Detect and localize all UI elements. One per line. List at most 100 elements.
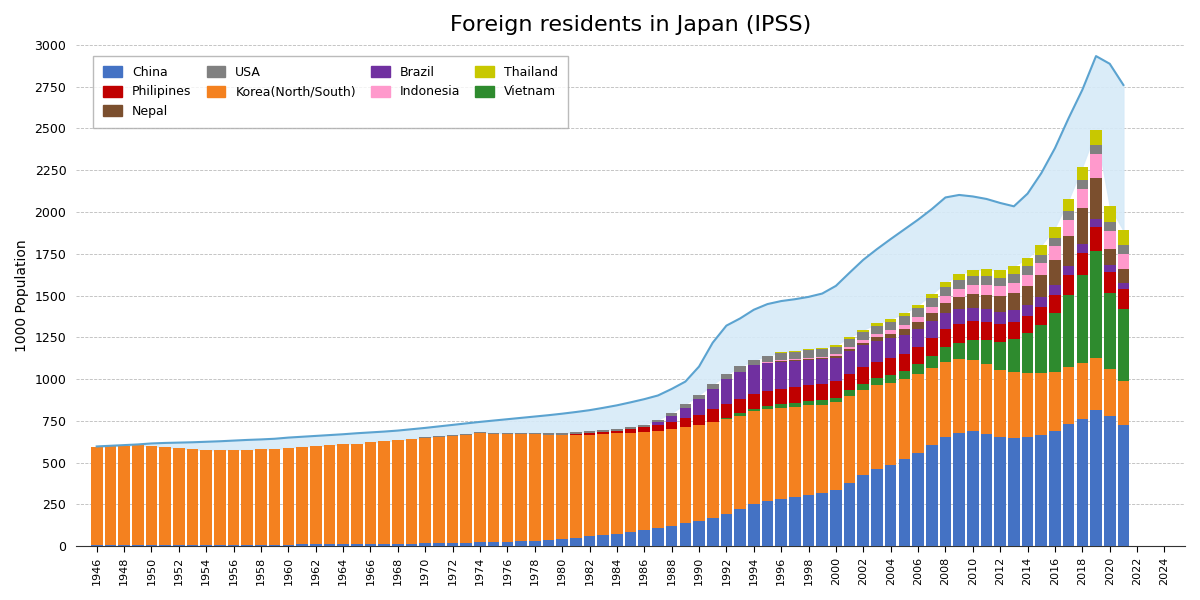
Bar	[119, 545, 130, 546]
Bar	[625, 433, 636, 532]
Bar	[282, 448, 294, 545]
Bar	[1104, 265, 1116, 272]
Bar	[160, 447, 170, 545]
Bar	[775, 362, 787, 389]
Bar	[884, 322, 896, 330]
Bar	[926, 445, 937, 546]
Bar	[638, 432, 650, 530]
Bar	[858, 343, 869, 345]
Bar	[694, 395, 704, 399]
Bar	[953, 343, 965, 359]
Bar	[570, 432, 582, 434]
Bar	[912, 308, 924, 317]
Bar	[282, 545, 294, 546]
Bar	[762, 362, 773, 363]
Bar	[1036, 297, 1048, 307]
Bar	[940, 287, 952, 296]
Legend: China, Philipines, Nepal, USA, Korea(North/South), Brazil, Indonesia, Thailand, : China, Philipines, Nepal, USA, Korea(Nor…	[94, 56, 568, 128]
Bar	[830, 381, 841, 398]
Bar	[173, 448, 185, 545]
Bar	[1117, 381, 1129, 425]
Bar	[337, 445, 349, 544]
Bar	[557, 539, 568, 546]
Bar	[953, 309, 965, 324]
Bar	[1021, 437, 1033, 546]
Bar	[679, 418, 691, 427]
Bar	[912, 452, 924, 546]
Bar	[967, 295, 979, 308]
Bar	[1104, 249, 1116, 265]
Bar	[899, 335, 910, 353]
Bar	[830, 490, 841, 546]
Bar	[734, 367, 746, 371]
Bar	[1036, 245, 1048, 255]
Bar	[474, 432, 486, 433]
Bar	[790, 361, 800, 387]
Bar	[1021, 258, 1033, 266]
Bar	[583, 536, 595, 546]
Bar	[1104, 231, 1116, 249]
Bar	[980, 364, 992, 434]
Bar	[775, 407, 787, 499]
Bar	[557, 434, 568, 436]
Bar	[570, 538, 582, 546]
Bar	[91, 545, 102, 546]
Bar	[871, 334, 883, 337]
Bar	[1091, 154, 1102, 178]
Bar	[995, 286, 1006, 296]
Bar	[1008, 274, 1020, 283]
Bar	[1076, 188, 1088, 208]
Bar	[406, 544, 418, 546]
Bar	[803, 358, 815, 359]
Bar	[734, 371, 746, 399]
Bar	[953, 274, 965, 280]
Bar	[844, 396, 856, 482]
Bar	[337, 544, 349, 546]
Bar	[583, 433, 595, 434]
Bar	[269, 545, 281, 546]
Bar	[679, 427, 691, 523]
Bar	[734, 416, 746, 509]
Bar	[488, 433, 499, 434]
Bar	[953, 289, 965, 297]
Bar	[762, 406, 773, 409]
Bar	[1091, 178, 1102, 219]
Bar	[926, 322, 937, 338]
Bar	[446, 543, 458, 546]
Bar	[762, 501, 773, 546]
Bar	[132, 445, 144, 545]
Bar	[1008, 438, 1020, 546]
Bar	[980, 269, 992, 277]
Bar	[953, 280, 965, 289]
Bar	[912, 364, 924, 374]
Bar	[570, 435, 582, 538]
Bar	[694, 425, 704, 521]
Bar	[844, 339, 856, 347]
Bar	[1063, 220, 1074, 236]
Bar	[884, 465, 896, 546]
Bar	[926, 294, 937, 298]
Bar	[1049, 372, 1061, 431]
Bar	[980, 295, 992, 309]
Bar	[200, 545, 212, 546]
Bar	[926, 356, 937, 368]
Bar	[241, 545, 253, 546]
Bar	[542, 433, 554, 435]
Bar	[694, 399, 704, 415]
Title: Foreign residents in Japan (IPSS): Foreign residents in Japan (IPSS)	[450, 15, 811, 35]
Bar	[953, 324, 965, 343]
Bar	[1117, 245, 1129, 254]
Bar	[871, 379, 883, 385]
Bar	[679, 407, 691, 418]
Bar	[1104, 416, 1116, 546]
Bar	[214, 545, 226, 546]
Bar	[980, 285, 992, 295]
Bar	[625, 532, 636, 546]
Bar	[775, 404, 787, 407]
Bar	[980, 309, 992, 322]
Bar	[542, 435, 554, 540]
Bar	[611, 429, 623, 431]
Bar	[980, 340, 992, 364]
Bar	[884, 330, 896, 334]
Bar	[241, 449, 253, 545]
